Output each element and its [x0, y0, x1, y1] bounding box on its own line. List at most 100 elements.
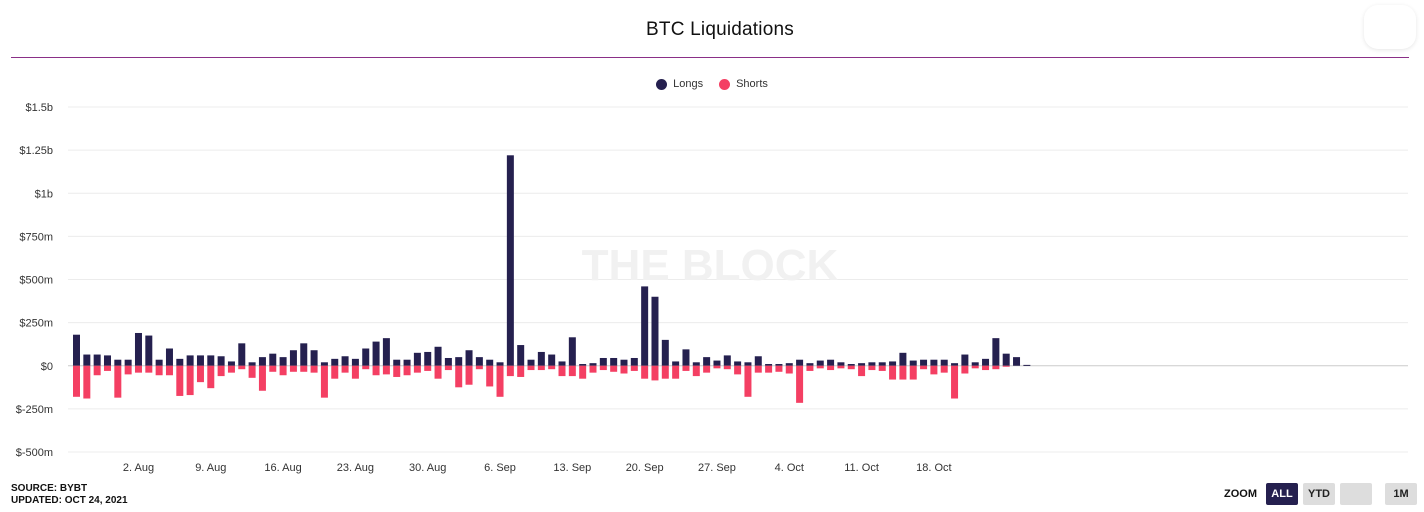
bar-shorts[interactable]	[455, 365, 463, 388]
bar-shorts[interactable]	[465, 365, 473, 385]
bar-longs[interactable]	[971, 362, 979, 366]
bar-shorts[interactable]	[475, 365, 483, 370]
bar-shorts[interactable]	[734, 365, 742, 375]
bar-longs[interactable]	[672, 361, 680, 366]
zoom-blank-button[interactable]	[1340, 483, 1372, 505]
bar-shorts[interactable]	[227, 365, 235, 373]
bar-longs[interactable]	[1013, 357, 1021, 366]
bar-shorts[interactable]	[103, 365, 111, 371]
bar-shorts[interactable]	[558, 365, 566, 377]
bar-longs[interactable]	[785, 363, 793, 366]
bar-longs[interactable]	[320, 362, 328, 366]
bar-shorts[interactable]	[703, 365, 711, 373]
bar-longs[interactable]	[517, 345, 525, 366]
bar-shorts[interactable]	[868, 365, 876, 371]
bar-shorts[interactable]	[796, 365, 804, 403]
bar-longs[interactable]	[816, 360, 824, 366]
bar-shorts[interactable]	[744, 365, 752, 397]
bar-longs[interactable]	[300, 343, 308, 366]
bar-shorts[interactable]	[351, 365, 359, 379]
bar-shorts[interactable]	[878, 365, 886, 371]
zoom-1m-button[interactable]: 1M	[1385, 483, 1417, 505]
bar-longs[interactable]	[289, 350, 297, 366]
bar-shorts[interactable]	[692, 365, 700, 377]
bar-longs[interactable]	[630, 357, 638, 366]
bar-longs[interactable]	[506, 155, 514, 366]
bar-longs[interactable]	[186, 355, 194, 366]
bar-longs[interactable]	[589, 363, 597, 366]
bar-shorts[interactable]	[83, 365, 91, 399]
bar-longs[interactable]	[279, 357, 287, 366]
bar-longs[interactable]	[610, 357, 618, 366]
bar-shorts[interactable]	[331, 365, 339, 379]
bar-longs[interactable]	[455, 357, 463, 366]
bar-shorts[interactable]	[806, 365, 814, 371]
bar-shorts[interactable]	[486, 365, 494, 387]
bar-shorts[interactable]	[548, 365, 556, 370]
bar-longs[interactable]	[217, 356, 225, 366]
bar-longs[interactable]	[734, 361, 742, 366]
bar-shorts[interactable]	[641, 365, 649, 379]
bar-longs[interactable]	[599, 357, 607, 366]
bar-longs[interactable]	[331, 358, 339, 366]
bar-longs[interactable]	[310, 350, 318, 366]
bar-longs[interactable]	[982, 358, 990, 366]
bar-longs[interactable]	[207, 355, 215, 366]
bar-shorts[interactable]	[1002, 365, 1010, 367]
bar-longs[interactable]	[496, 362, 504, 366]
bar-shorts[interactable]	[940, 365, 948, 373]
bar-longs[interactable]	[568, 337, 576, 366]
bar-shorts[interactable]	[775, 365, 783, 372]
bar-shorts[interactable]	[310, 365, 318, 373]
bar-longs[interactable]	[796, 359, 804, 366]
bar-shorts[interactable]	[816, 365, 824, 369]
bar-shorts[interactable]	[124, 365, 132, 375]
bar-shorts[interactable]	[847, 365, 855, 370]
bar-longs[interactable]	[145, 335, 153, 366]
bar-longs[interactable]	[692, 362, 700, 366]
bar-shorts[interactable]	[961, 365, 969, 374]
bar-shorts[interactable]	[341, 365, 349, 373]
bar-shorts[interactable]	[382, 365, 390, 375]
bar-longs[interactable]	[682, 349, 690, 366]
bar-longs[interactable]	[155, 359, 163, 366]
bar-longs[interactable]	[579, 364, 587, 366]
bar-longs[interactable]	[837, 362, 845, 366]
bar-longs[interactable]	[93, 354, 101, 366]
bar-shorts[interactable]	[155, 365, 163, 376]
bar-shorts[interactable]	[713, 365, 721, 369]
bar-longs[interactable]	[744, 362, 752, 366]
bar-shorts[interactable]	[620, 365, 628, 374]
bar-longs[interactable]	[258, 357, 266, 366]
bar-longs[interactable]	[248, 362, 256, 366]
bar-shorts[interactable]	[362, 365, 370, 370]
bar-shorts[interactable]	[723, 365, 731, 370]
bar-longs[interactable]	[1002, 353, 1010, 366]
bar-shorts[interactable]	[599, 365, 607, 371]
bar-longs[interactable]	[806, 363, 814, 366]
legend-item-shorts[interactable]: Shorts	[719, 78, 768, 90]
bar-shorts[interactable]	[413, 365, 421, 373]
bar-longs[interactable]	[83, 354, 91, 366]
bar-shorts[interactable]	[951, 365, 959, 399]
bar-longs[interactable]	[858, 363, 866, 366]
bar-longs[interactable]	[940, 359, 948, 366]
bar-shorts[interactable]	[196, 365, 204, 383]
bar-longs[interactable]	[899, 352, 907, 366]
bar-shorts[interactable]	[279, 365, 287, 376]
bar-shorts[interactable]	[134, 365, 142, 373]
bar-longs[interactable]	[651, 296, 659, 366]
bar-shorts[interactable]	[300, 365, 308, 372]
bar-shorts[interactable]	[889, 365, 897, 380]
bar-shorts[interactable]	[403, 365, 411, 376]
bar-longs[interactable]	[961, 354, 969, 366]
bar-longs[interactable]	[889, 361, 897, 366]
bar-shorts[interactable]	[971, 365, 979, 369]
legend-item-longs[interactable]: Longs	[656, 78, 703, 90]
bar-longs[interactable]	[196, 355, 204, 366]
bar-longs[interactable]	[372, 341, 380, 366]
bar-shorts[interactable]	[992, 365, 1000, 370]
bar-longs[interactable]	[165, 348, 173, 366]
bar-shorts[interactable]	[269, 365, 277, 372]
bar-shorts[interactable]	[682, 365, 690, 371]
